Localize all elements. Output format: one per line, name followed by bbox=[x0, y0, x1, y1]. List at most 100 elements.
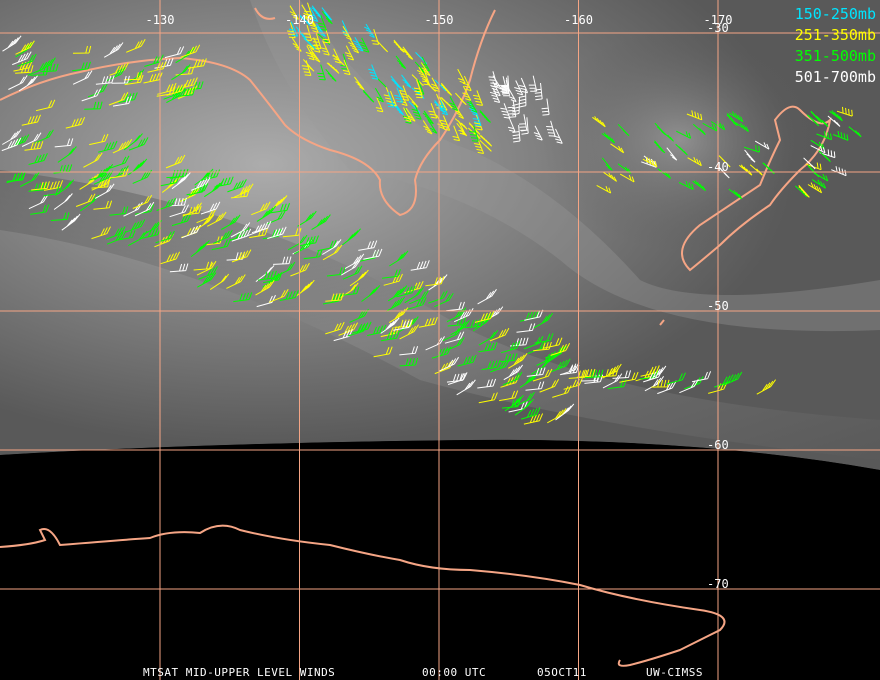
wind-barb bbox=[407, 297, 427, 310]
wind-barb bbox=[230, 222, 251, 238]
wind-barb bbox=[399, 357, 419, 367]
wind-barb bbox=[810, 145, 826, 154]
wind-barb bbox=[490, 81, 501, 97]
wind-barb bbox=[321, 7, 333, 21]
wind-barb bbox=[439, 356, 460, 372]
wind-barb bbox=[160, 251, 181, 265]
wind-barb bbox=[249, 227, 269, 239]
wind-barb bbox=[83, 152, 103, 168]
wind-barb bbox=[399, 346, 419, 356]
wind-barb bbox=[251, 220, 272, 234]
wind-barb bbox=[547, 408, 567, 424]
wind-barb bbox=[816, 131, 832, 141]
wind-barbs bbox=[1, 2, 862, 425]
wind-barb bbox=[478, 392, 498, 404]
wind-barb bbox=[84, 101, 103, 110]
wind-barb bbox=[848, 126, 862, 138]
wind-barb bbox=[332, 48, 342, 64]
wind-barb bbox=[302, 59, 315, 72]
wind-barb bbox=[12, 51, 32, 66]
latitude-label: -50 bbox=[707, 299, 729, 313]
wind-barb bbox=[815, 115, 829, 127]
wind-barb bbox=[431, 77, 441, 93]
wind-barb bbox=[142, 220, 162, 236]
wind-barb bbox=[502, 371, 523, 386]
wind-barb bbox=[200, 201, 221, 215]
wind-barb bbox=[559, 362, 580, 376]
wind-barb bbox=[714, 374, 734, 388]
wind-barb bbox=[128, 230, 148, 247]
wind-barb bbox=[743, 144, 760, 153]
wind-barb bbox=[13, 60, 33, 72]
wind-barb bbox=[501, 75, 510, 94]
wind-barb bbox=[197, 272, 217, 288]
wind-barb bbox=[405, 107, 416, 122]
wind-barb bbox=[455, 92, 467, 106]
wind-barb bbox=[93, 200, 113, 210]
wind-barb bbox=[474, 138, 485, 154]
wind-barb bbox=[501, 79, 511, 97]
wind-barb bbox=[211, 238, 231, 251]
wind-barb bbox=[498, 353, 518, 363]
wind-barb bbox=[128, 137, 149, 151]
wind-barb bbox=[175, 66, 195, 76]
wind-barb bbox=[676, 130, 692, 139]
wind-barb bbox=[298, 14, 311, 26]
wind-barb bbox=[299, 235, 319, 247]
wind-barb bbox=[526, 367, 546, 377]
wind-barb bbox=[123, 133, 143, 151]
wind-barb bbox=[434, 79, 447, 92]
wind-barb bbox=[819, 149, 836, 159]
wind-barb bbox=[383, 273, 403, 286]
wind-barb bbox=[352, 37, 364, 52]
wind-barb bbox=[546, 120, 556, 137]
wind-barb bbox=[508, 353, 528, 369]
wind-barb bbox=[226, 251, 245, 261]
wind-barb bbox=[345, 45, 355, 61]
wind-barb bbox=[642, 156, 658, 168]
wind-barb bbox=[168, 197, 187, 207]
wind-barb bbox=[36, 57, 56, 73]
wind-barb bbox=[416, 66, 428, 82]
wind-barb bbox=[31, 181, 50, 191]
wind-barb bbox=[108, 92, 129, 106]
wind-barb bbox=[601, 157, 613, 171]
wind-barb bbox=[166, 88, 186, 104]
wind-barb bbox=[75, 193, 96, 207]
wind-barb bbox=[519, 77, 529, 94]
wind-barb bbox=[478, 342, 498, 353]
wind-barb bbox=[155, 230, 175, 244]
wind-barb bbox=[702, 122, 718, 132]
wind-barb bbox=[291, 37, 302, 52]
wind-barb bbox=[141, 227, 162, 239]
wind-barb bbox=[404, 280, 424, 294]
wind-barb bbox=[568, 370, 588, 379]
wind-barb bbox=[303, 37, 316, 50]
date-label: 05OCT11 bbox=[537, 666, 587, 679]
wind-barb bbox=[454, 104, 465, 119]
wind-barb bbox=[512, 125, 521, 143]
wind-barb bbox=[422, 110, 434, 125]
wind-barb bbox=[318, 15, 327, 31]
wind-barb bbox=[317, 64, 326, 81]
wind-barb bbox=[428, 274, 448, 291]
wind-barb bbox=[756, 379, 777, 395]
wind-barb bbox=[533, 341, 552, 352]
wind-barb bbox=[332, 54, 345, 67]
wind-barb bbox=[188, 183, 209, 196]
wind-barb bbox=[112, 139, 133, 154]
wind-barb bbox=[169, 263, 189, 273]
wind-barb bbox=[55, 179, 75, 196]
wind-barb bbox=[446, 301, 465, 312]
wind-barb bbox=[454, 118, 468, 130]
source-label: UW-CIMSS bbox=[646, 666, 703, 679]
wind-barb bbox=[478, 330, 499, 346]
wind-barb bbox=[450, 320, 470, 336]
wind-barb bbox=[829, 110, 843, 122]
wind-barb bbox=[231, 249, 252, 263]
wind-barb bbox=[516, 323, 536, 333]
wind-barb bbox=[431, 346, 452, 359]
wind-barb bbox=[481, 359, 501, 371]
wind-barb bbox=[15, 40, 35, 55]
wind-barb bbox=[422, 69, 430, 86]
